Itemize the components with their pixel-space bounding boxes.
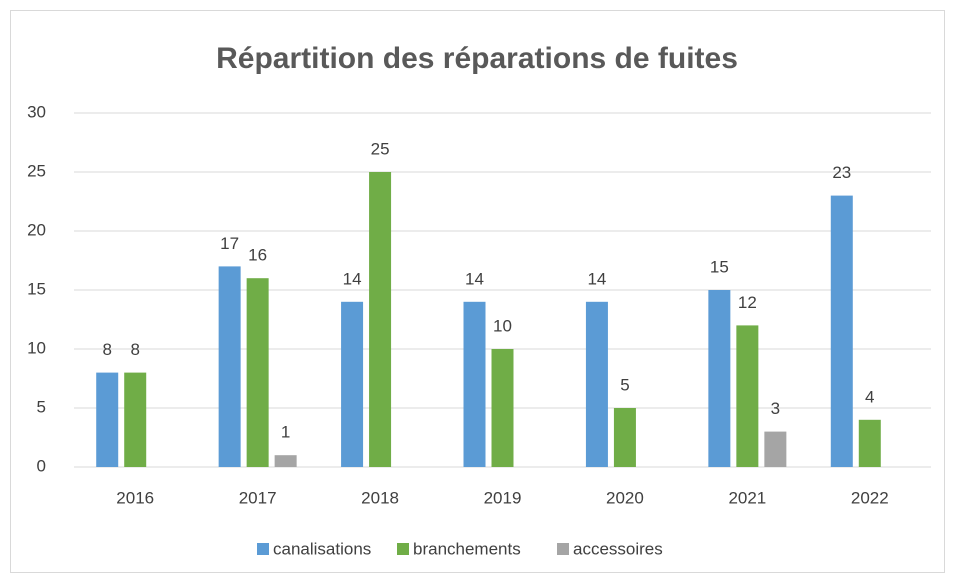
data-label: 1	[281, 423, 290, 442]
data-label: 5	[620, 375, 629, 394]
x-tick-label: 2020	[606, 488, 644, 507]
x-tick-label: 2018	[361, 488, 399, 507]
bar	[341, 301, 364, 467]
bar	[96, 372, 119, 467]
chart-title: Répartition des réparations de fuites	[216, 42, 738, 75]
bar	[246, 278, 269, 467]
data-label: 15	[710, 257, 729, 276]
data-label: 8	[130, 340, 139, 359]
x-tick-label: 2019	[484, 488, 522, 507]
data-label: 12	[738, 293, 757, 312]
bar	[463, 301, 486, 467]
data-label: 14	[587, 269, 606, 288]
legend-label: branchements	[413, 539, 521, 558]
chart-frame	[10, 10, 945, 573]
legend-label: canalisations	[273, 539, 371, 558]
bar	[708, 290, 731, 467]
bar	[369, 172, 392, 467]
bar	[830, 195, 853, 467]
data-label: 25	[371, 139, 390, 158]
data-label: 23	[832, 163, 851, 182]
y-tick-label: 15	[27, 279, 46, 298]
bar	[218, 266, 241, 467]
data-label: 16	[248, 246, 267, 265]
legend-swatch	[557, 543, 569, 555]
legend-swatch	[397, 543, 409, 555]
bar	[491, 349, 514, 467]
data-label: 4	[865, 387, 874, 406]
bar	[858, 419, 881, 467]
bar	[613, 408, 636, 467]
y-tick-label: 10	[27, 338, 46, 357]
bar	[736, 325, 759, 467]
data-label: 8	[102, 340, 111, 359]
y-tick-label: 20	[27, 220, 46, 239]
bar	[274, 455, 297, 467]
y-tick-label: 5	[37, 397, 46, 416]
x-tick-label: 2021	[728, 488, 766, 507]
bar	[124, 372, 147, 467]
legend-swatch	[257, 543, 269, 555]
x-tick-label: 2022	[851, 488, 889, 507]
data-label: 17	[220, 234, 239, 253]
data-label: 14	[465, 269, 484, 288]
y-tick-label: 0	[37, 456, 46, 475]
data-label: 14	[343, 269, 362, 288]
y-tick-label: 25	[27, 161, 46, 180]
data-label: 3	[771, 399, 780, 418]
x-tick-label: 2016	[116, 488, 154, 507]
bar	[764, 431, 787, 467]
bar	[585, 301, 608, 467]
y-tick-label: 30	[27, 102, 46, 121]
data-label: 10	[493, 316, 512, 335]
x-tick-label: 2017	[239, 488, 277, 507]
legend-label: accessoires	[573, 539, 663, 558]
